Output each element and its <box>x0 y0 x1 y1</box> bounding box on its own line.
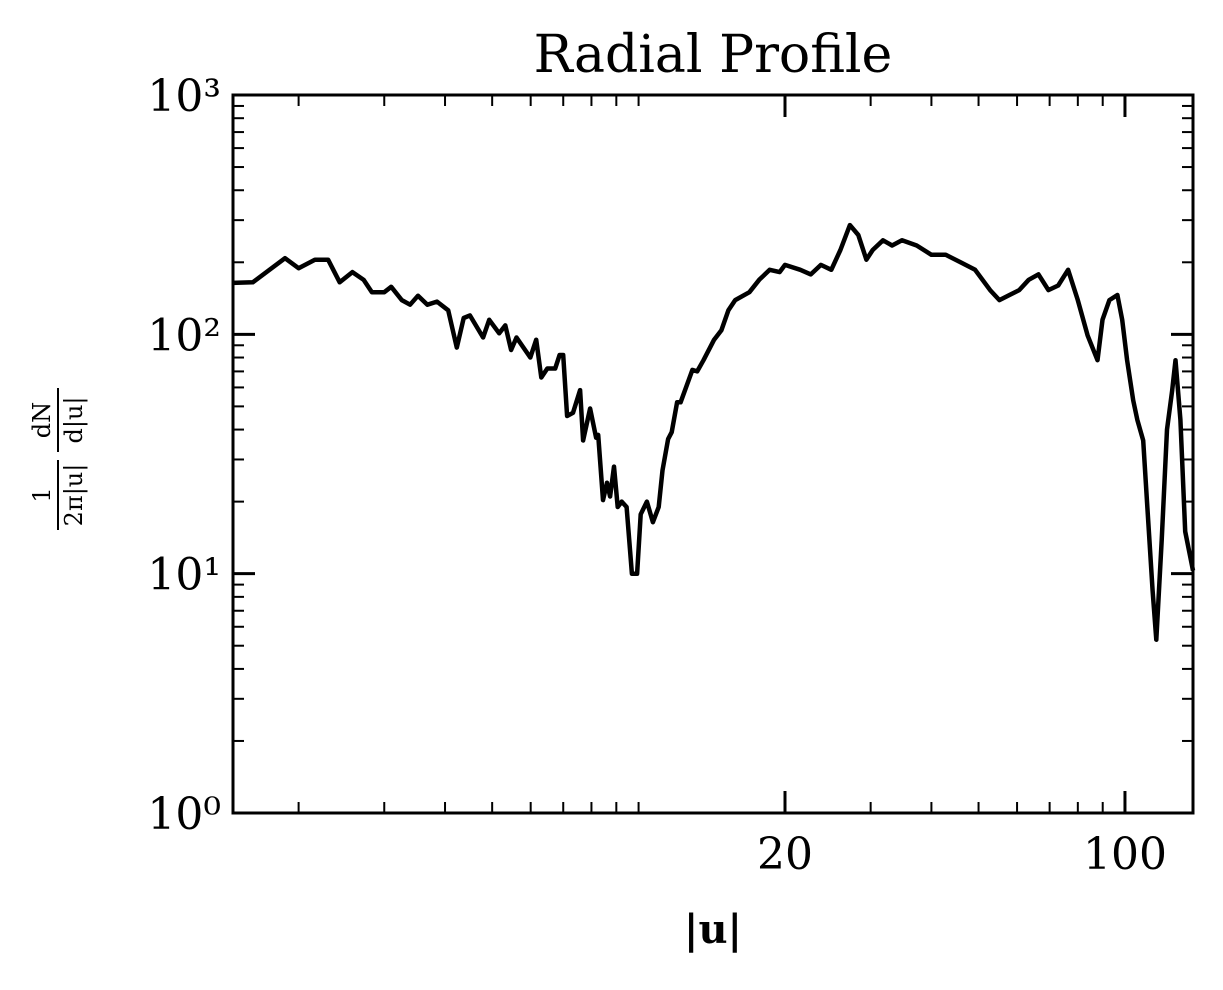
data-line <box>232 222 1196 642</box>
x-tick-label: 20 <box>757 829 813 880</box>
y-tick-label: 10² <box>147 310 221 361</box>
y-label-part: 1 <box>28 487 56 502</box>
y-label-part: d|u| <box>60 397 89 444</box>
y-axis-label: 1 2π|u| dN d|u| <box>28 388 89 530</box>
y-tick-label: 10³ <box>147 71 221 122</box>
x-axis-label: |u| <box>684 906 742 953</box>
y-tick-label: 10⁰ <box>147 789 221 840</box>
y-label-part: dN <box>28 402 56 438</box>
chart-title: Radial Profile <box>534 25 893 85</box>
x-tick-label: 100 <box>1083 829 1167 880</box>
plot-frame <box>231 93 1195 815</box>
y-tick-label: 10¹ <box>147 550 221 601</box>
y-label-part: 2π|u| <box>60 464 89 527</box>
